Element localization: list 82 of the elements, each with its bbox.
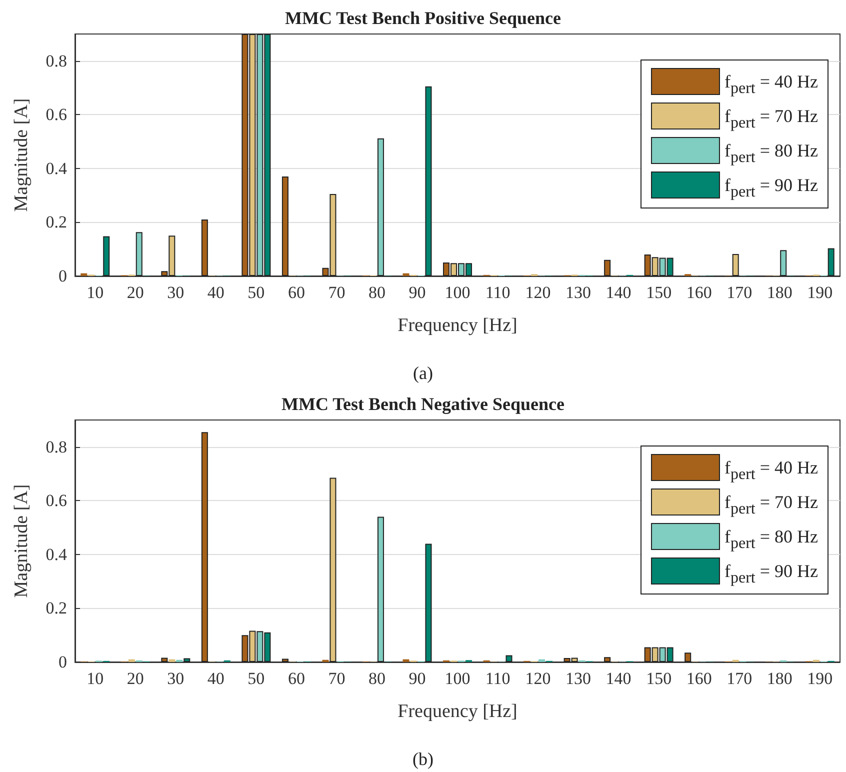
x-tick-label: 170 xyxy=(726,669,752,688)
x-axis-title: Frequency [Hz] xyxy=(398,701,518,722)
x-tick-label: 10 xyxy=(86,669,104,688)
x-tick-label: 190 xyxy=(807,283,833,302)
y-tick-label: 0.4 xyxy=(46,158,68,178)
x-tick-label: 120 xyxy=(525,283,551,302)
bar xyxy=(201,220,208,276)
y-tick-label: 0.4 xyxy=(46,544,68,564)
x-tick-label: 140 xyxy=(606,669,632,688)
x-tick-label: 160 xyxy=(686,669,712,688)
bar xyxy=(604,657,611,662)
x-tick-label: 180 xyxy=(766,669,792,688)
x-tick-label: 10 xyxy=(86,283,104,302)
bar xyxy=(330,478,336,662)
bar xyxy=(136,232,142,276)
bar xyxy=(377,138,384,276)
x-tick-label: 20 xyxy=(126,283,144,302)
x-tick-label: 80 xyxy=(368,283,386,302)
y-tick-label: 0 xyxy=(58,652,67,672)
bar xyxy=(168,659,176,662)
x-tick-label: 130 xyxy=(566,669,592,688)
bar xyxy=(184,658,190,662)
x-tick-label: 110 xyxy=(485,669,510,688)
bar xyxy=(103,236,110,276)
x-tick-label: 190 xyxy=(807,669,833,688)
bar xyxy=(538,659,546,662)
x-tick-label: 60 xyxy=(288,669,305,688)
bar xyxy=(684,652,692,662)
x-tick-label: 30 xyxy=(167,669,184,688)
bar xyxy=(402,659,410,662)
bar xyxy=(732,254,739,276)
x-tick-label: 120 xyxy=(525,669,551,688)
y-axis-title: Magnitude [A] xyxy=(11,484,32,598)
x-tick-label: 80 xyxy=(368,669,386,688)
y-tick-label: 0.8 xyxy=(46,437,67,456)
x-tick-label: 90 xyxy=(408,669,426,688)
y-tick-label: 0.6 xyxy=(46,105,67,124)
x-tick-label: 40 xyxy=(207,283,224,302)
x-tick-label: 170 xyxy=(726,283,752,302)
x-tick-label: 140 xyxy=(606,283,632,302)
bar xyxy=(506,655,512,662)
x-tick-label: 50 xyxy=(248,669,265,688)
x-tick-label: 50 xyxy=(248,283,265,302)
bar xyxy=(828,248,834,276)
bar xyxy=(604,260,611,276)
x-tick-label: 70 xyxy=(328,669,346,688)
chart-title: MMC Test Bench Positive Sequence xyxy=(285,8,561,28)
x-axis-title: Frequency [Hz] xyxy=(398,315,518,336)
bar xyxy=(161,658,168,662)
bar xyxy=(128,659,135,662)
text: (b) xyxy=(412,749,434,769)
text: (a) xyxy=(413,363,433,383)
x-tick-label: 130 xyxy=(566,283,592,302)
x-tick-label: 70 xyxy=(328,283,346,302)
y-tick-label: 0.6 xyxy=(46,491,67,510)
y-tick-label: 0 xyxy=(58,266,67,286)
bar xyxy=(425,86,432,276)
x-tick-label: 180 xyxy=(766,283,792,302)
x-tick-label: 160 xyxy=(686,283,712,302)
x-tick-label: 20 xyxy=(126,669,144,688)
x-tick-label: 150 xyxy=(646,669,672,688)
chart-title: MMC Test Bench Negative Sequence xyxy=(282,394,564,414)
y-tick-label: 0.2 xyxy=(46,598,67,618)
bar xyxy=(282,658,288,662)
bar xyxy=(780,250,787,276)
bar xyxy=(80,273,88,276)
bar xyxy=(201,432,208,662)
x-tick-label: 110 xyxy=(485,283,510,302)
x-tick-label: 90 xyxy=(408,283,426,302)
x-tick-label: 40 xyxy=(207,669,224,688)
bar xyxy=(425,544,432,662)
y-tick-label: 0.8 xyxy=(46,51,67,70)
y-axis-title: Magnitude [A] xyxy=(11,98,32,212)
x-tick-label: 60 xyxy=(288,283,305,302)
x-tick-label: 100 xyxy=(444,283,470,302)
bar xyxy=(282,176,288,276)
y-tick-label: 0.2 xyxy=(46,212,67,232)
x-tick-label: 150 xyxy=(646,283,672,302)
bar xyxy=(377,516,384,662)
x-tick-label: 30 xyxy=(167,283,184,302)
bar xyxy=(402,273,410,276)
x-tick-label: 100 xyxy=(444,669,470,688)
